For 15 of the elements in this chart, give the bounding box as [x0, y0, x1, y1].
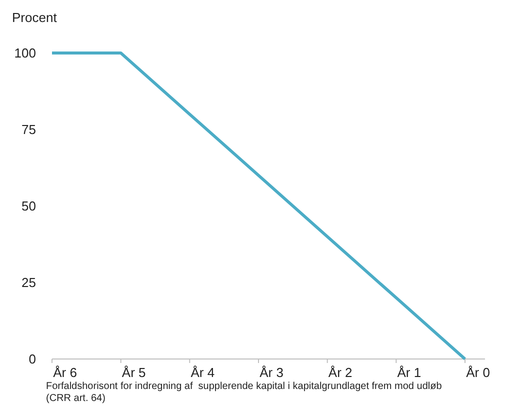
- x-tick-label: År 6: [53, 365, 77, 380]
- y-tick-label: 25: [22, 275, 36, 290]
- x-tick-label: År 0: [466, 365, 490, 380]
- x-axis-title: Forfaldshorisont for indregning af supplerende kapital i kapitalgrundlaget frem mod udløb (CRR art. 64): [46, 381, 442, 404]
- y-tick-label: 50: [22, 198, 36, 214]
- x-tick-label: År 1: [397, 365, 422, 380]
- x-tick-label: År 4: [190, 365, 215, 380]
- y-tick-label: 100: [14, 46, 36, 61]
- line-series: [50, 52, 466, 360]
- y-axis-title: Procent: [12, 10, 58, 25]
- x-tick-label: År 5: [122, 365, 146, 380]
- x-tick-label: År 2: [328, 365, 352, 380]
- y-tick-label: 75: [22, 122, 36, 138]
- x-tick-label: År 3: [260, 365, 284, 380]
- y-tick-label: 0: [28, 352, 36, 367]
